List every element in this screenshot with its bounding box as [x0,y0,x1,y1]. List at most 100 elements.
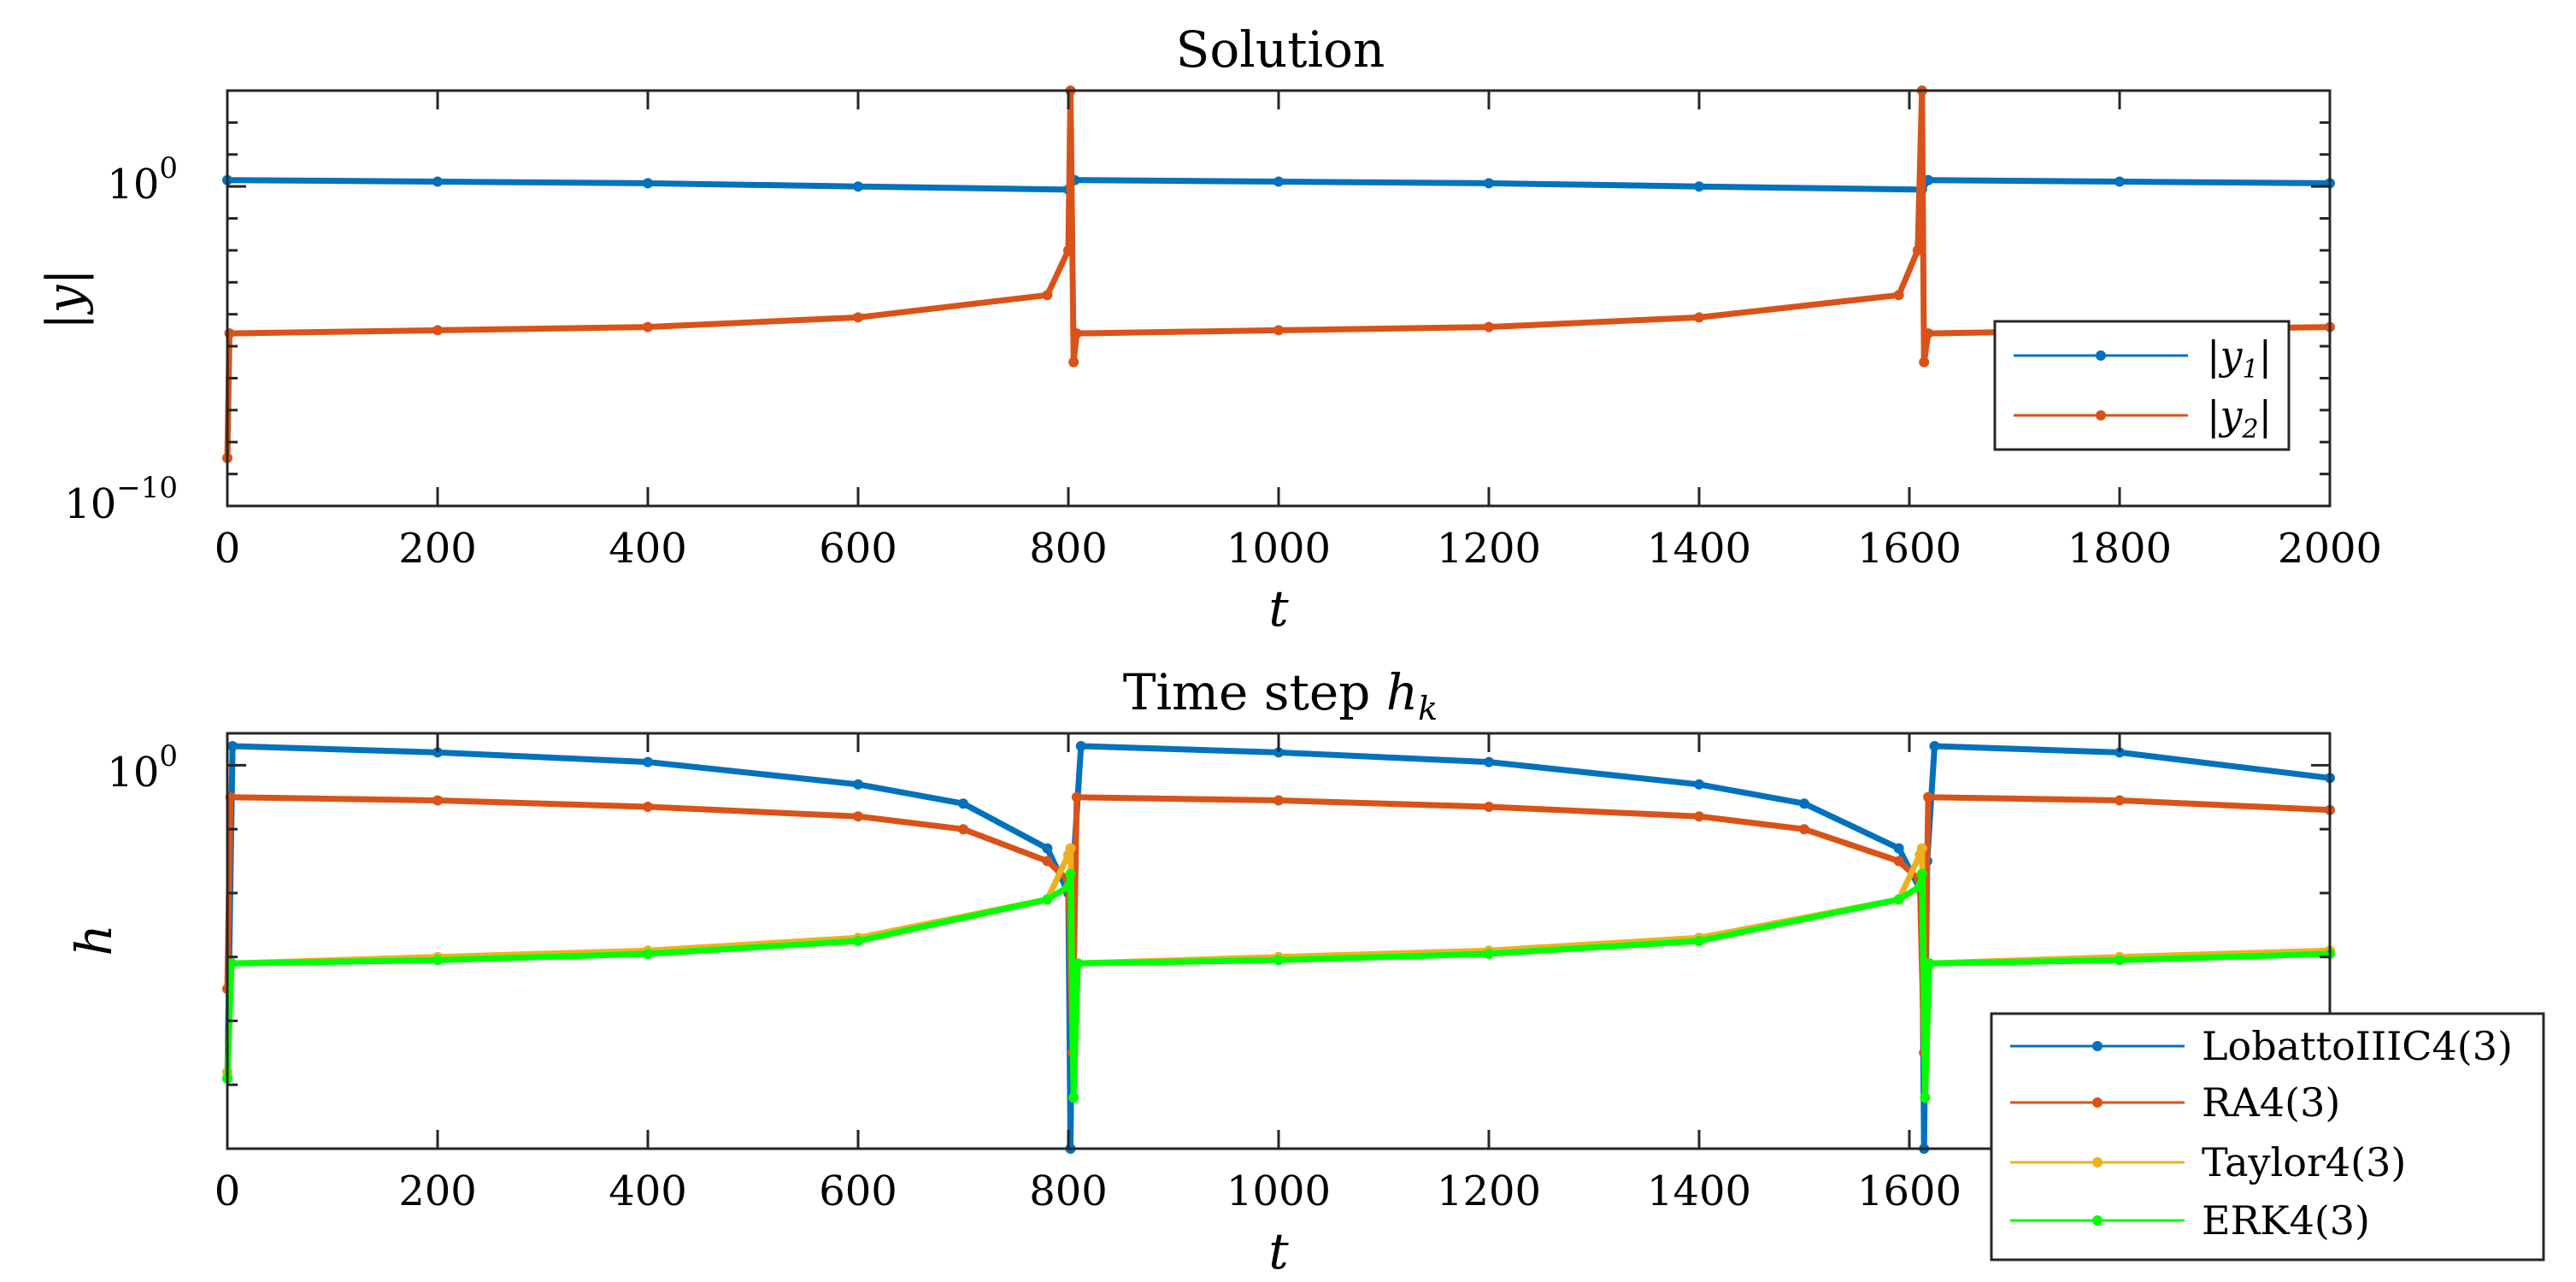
timestep-data-point [1273,747,1284,758]
timestep-data-point [1916,843,1927,854]
timestep-data-point [1920,1092,1931,1103]
solution-data-point [432,325,443,336]
solution-xtick-label: 400 [609,525,687,573]
solution-data-point [853,312,863,323]
timestep-data-point [227,741,238,751]
timestep-data-point [2114,955,2125,966]
timestep-data-point [1071,791,1082,803]
timestep-xtick-label: 1600 [1857,1167,1961,1215]
solution-data-point [643,321,653,332]
timestep-title: Time step hk [1123,663,1438,727]
timestep-xtick-label: 1000 [1226,1167,1331,1215]
timestep-data-point [1924,958,1935,969]
timestep-data-point [1914,881,1926,892]
solution-chart: Solution 0 200 400 600 800 1000 1200 1400 1600 18… [36,21,2382,638]
timestep-xtick-label: 200 [398,1167,477,1215]
timestep-data-point [2114,795,2125,806]
solution-xtick-label: 200 [398,525,477,573]
timestep-legend-box [1990,1012,2545,1261]
legend-marker-y2 [2096,410,2106,420]
timestep-data-point [1893,856,1904,867]
timestep-data-point [1042,856,1053,867]
timestep-data-point [1893,894,1904,905]
timestep-data-point [1073,958,1084,969]
timestep-data-point [1484,802,1494,812]
solution-legend-box [1993,320,2291,451]
timestep-data-point [1042,894,1053,905]
legend-label-taylor: Taylor4(3) [2202,1139,2406,1185]
solution-data-point [432,176,443,187]
solution-data-point [1273,325,1284,336]
timestep-legend: LobattoIIIC4(3) RA4(3) Taylor4(3) ERK4(3… [1990,1012,2545,1261]
timestep-data-point [853,779,863,790]
timestep-data-point [958,798,968,809]
solution-data-point [1694,312,1704,323]
timestep-data-point [432,955,443,966]
legend-label-lobatto: LobattoIIIC4(3) [2202,1023,2513,1069]
timestep-data-point [1273,795,1284,806]
solution-xlabel: t [1268,579,1289,638]
solution-ytick-label: 10−10 [64,471,178,528]
timestep-xlabel: t [1268,1222,1289,1280]
timestep-data-point [1916,868,1927,879]
timestep-xtick-label: 400 [609,1167,687,1215]
timestep-data-point [1694,936,1704,946]
timestep-data-point [1929,741,1940,751]
timestep-ylabel: h [65,924,123,956]
solution-data-point [1063,244,1073,256]
timestep-xtick-label: 1200 [1437,1167,1541,1215]
timestep-data-point [958,824,968,835]
solution-data-point [1484,321,1494,332]
solution-title: Solution [1176,21,1385,79]
timestep-data-point [1065,868,1076,879]
solution-ticks: 0 200 400 600 800 1000 1200 1400 1600 1800 2000 [215,89,2382,573]
solution-ylabel: |y| [36,268,94,330]
solution-xtick-label: 1400 [1647,525,1751,573]
timestep-data-point [1063,881,1073,892]
legend-marker-lobatto [2092,1041,2103,1051]
timestep-data-point [432,795,443,806]
legend-marker-taylor [2092,1157,2103,1167]
timestep-data-point [643,802,653,812]
solution-data-point [1068,356,1079,368]
legend-marker-y1 [2096,350,2106,361]
solution-xtick-label: 800 [1029,525,1108,573]
timestep-data-point [1065,843,1076,854]
timestep-data-point [1923,791,1934,803]
solution-xtick-label: 600 [819,525,897,573]
solution-data-point [2114,176,2125,187]
solution-data-point [1919,356,1930,368]
timestep-data-point [1799,798,1809,809]
timestep-data-point [1893,843,1904,854]
timestep-ytick-label: 100 [107,739,178,797]
timestep-data-point [643,756,653,767]
solution-xtick-label: 2000 [2278,525,2382,573]
timestep-data-point [432,747,443,758]
timestep-data-point [853,811,863,822]
timestep-data-point [1484,756,1494,767]
solution-legend: |y1| |y2| [1993,320,2291,451]
timestep-data-point [1484,949,1494,959]
solution-ytick-label: 100 [107,151,178,209]
legend-label-erk: ERK4(3) [2202,1197,2370,1244]
timestep-data-point [643,949,653,959]
timestep-chart: Time step hk 0 200 400 600 800 1000 1200 1400 16… [65,663,2545,1280]
timestep-data-point [1075,741,1086,751]
solution-data-point [1273,176,1284,187]
legend-label-y2: |y2| [2207,392,2272,444]
solution-xtick-label: 0 [215,525,241,573]
timestep-data-point [1799,824,1809,835]
solution-data-point [1042,290,1053,301]
timestep-data-point [226,958,237,969]
timestep-data-point [853,936,863,946]
solution-data-point [224,328,235,339]
solution-xtick-label: 1600 [1857,525,1961,573]
timestep-data-point [1273,955,1284,966]
solution-xtick-label: 1200 [1437,525,1541,573]
solution-series-line [224,87,2331,458]
legend-label-ra4: RA4(3) [2202,1079,2340,1126]
timestep-data-point [1042,843,1053,854]
solution-series-markers [222,85,2335,463]
solution-data-point [853,181,863,192]
